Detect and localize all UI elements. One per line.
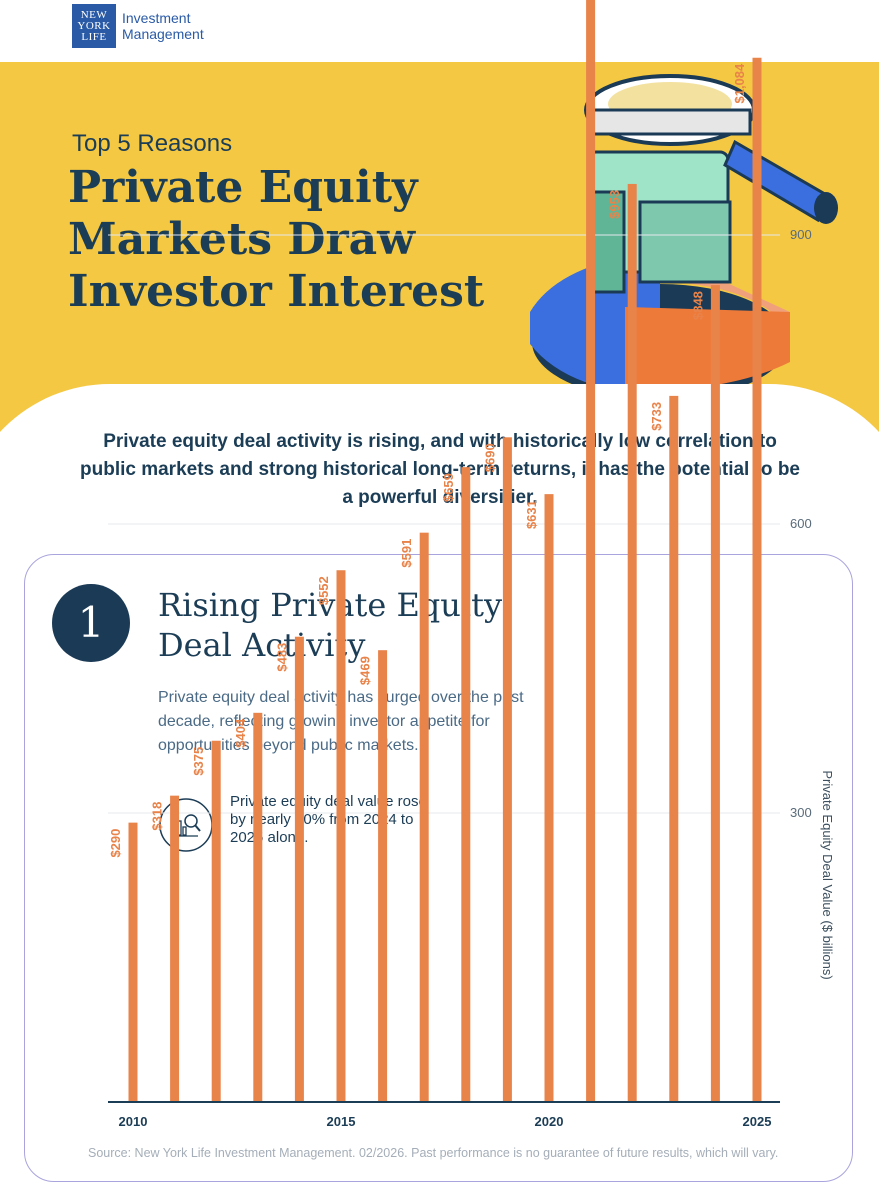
top-bar: NEW YORK LIFE Investment Management xyxy=(0,0,879,62)
new-york-life-logo: NEW YORK LIFE xyxy=(72,4,116,48)
intro-text: Private equity deal activity is rising, … xyxy=(80,431,800,508)
section-description: Private equity deal activity has surged … xyxy=(158,689,524,754)
logo-wordmark: Investment Management xyxy=(122,10,204,42)
section-title: Rising Private Equity Deal Activity xyxy=(158,586,503,664)
page-title: Private Equity Markets Draw Investor Int… xyxy=(68,162,485,317)
bar-chart-magnifier-icon xyxy=(159,798,213,852)
section-number: 1 xyxy=(52,584,130,662)
hero-kicker: Top 5 Reasons xyxy=(72,130,233,157)
stat-callout: Private equity deal value rose by nearly… xyxy=(230,793,427,846)
source-note: Source: New York Life Investment Managem… xyxy=(88,1146,779,1160)
